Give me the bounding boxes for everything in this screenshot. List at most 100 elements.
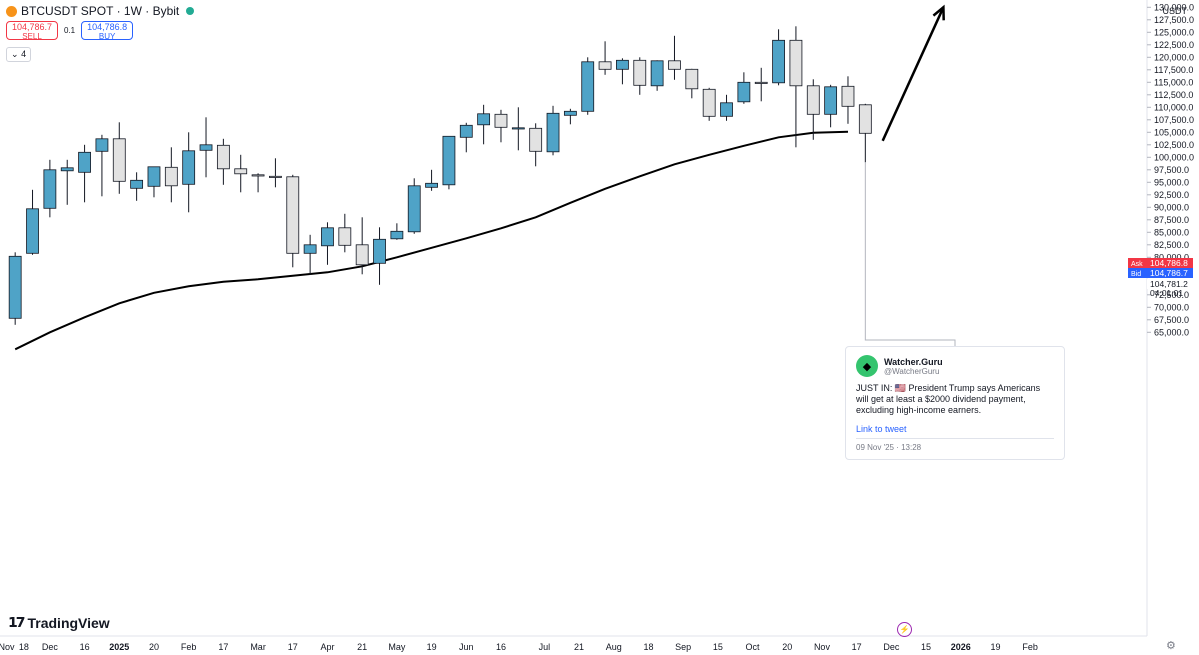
bid-price-value-bg: [1147, 268, 1193, 278]
y-tick-label: 127,500.0: [1154, 15, 1194, 25]
x-tick-label: Jun: [459, 642, 474, 652]
candle-body: [511, 127, 525, 130]
x-tick-label: 17: [852, 642, 862, 652]
y-tick-label: 125,000.0: [1154, 27, 1194, 37]
x-tick-label: May: [388, 642, 406, 652]
candle-body: [529, 127, 543, 152]
x-tick-label: 20: [782, 642, 792, 652]
y-tick-label: 85,000.0: [1154, 227, 1189, 237]
x-tick-label: 18: [643, 642, 653, 652]
y-tick-label: 105,000.0: [1154, 127, 1194, 137]
candle-body: [130, 179, 144, 189]
event-marker-icon[interactable]: ⚡: [897, 622, 912, 637]
candle-body: [720, 102, 733, 117]
sell-price: 104,786.7: [11, 22, 53, 32]
bar-countdown: 04:01:01: [1150, 288, 1183, 298]
candle-body: [494, 113, 508, 128]
y-tick-label: 95,000.0: [1154, 177, 1189, 187]
y-tick-label: 122,500.0: [1154, 40, 1194, 50]
y-tick-label: 112,500.0: [1154, 90, 1193, 100]
buy-button[interactable]: 104,786.8 BUY: [81, 21, 134, 41]
quantity-value[interactable]: 0.1: [64, 26, 76, 35]
sell-button[interactable]: 104,786.7 SELL: [6, 21, 58, 41]
x-tick-label: 17: [218, 642, 228, 652]
y-tick-label: 102,500.0: [1154, 140, 1194, 150]
candle-body: [112, 138, 126, 182]
tradingview-logo[interactable]: 𝟭𝟳 TradingView: [8, 614, 110, 631]
candle-body: [702, 88, 716, 117]
tweet-divider: [856, 438, 1054, 439]
x-tick-label: Dec: [42, 642, 59, 652]
tweet-author-handle: @WatcherGuru: [884, 366, 940, 376]
y-tick-label: 97,500.0: [1154, 165, 1189, 175]
y-tick-label: 65,000.0: [1154, 327, 1189, 337]
indicators-toggle[interactable]: ⌄ 4: [6, 47, 32, 62]
candle-body: [772, 39, 785, 84]
buy-label: BUY: [98, 32, 116, 41]
x-tick-label: Feb: [181, 642, 197, 652]
y-tick-label: 120,000.0: [1154, 52, 1194, 62]
candle-body: [737, 81, 751, 103]
last-price-value-bg: [1147, 279, 1193, 289]
symbol-title: BTCUSDT SPOT · 1W · Bybit: [21, 4, 180, 18]
x-tick-label: Jul: [539, 642, 551, 652]
candle-body: [78, 151, 91, 173]
symbol-header[interactable]: BTCUSDT SPOT · 1W · Bybit: [6, 4, 195, 18]
candle-body: [234, 168, 248, 175]
x-tick-label: Mar: [250, 642, 266, 652]
candle-body: [754, 81, 768, 84]
x-tick-label: Apr: [320, 642, 334, 652]
x-tick-label: 15: [713, 642, 723, 652]
x-tick-label: 21: [574, 642, 584, 652]
candle-body: [8, 255, 22, 319]
x-tick-label: 19: [427, 642, 437, 652]
x-tick-label: 16: [496, 642, 506, 652]
x-tick-label: 21: [357, 642, 367, 652]
candle-body: [858, 104, 872, 134]
candle-body: [650, 60, 664, 87]
y-tick-label: 82,500.0: [1154, 240, 1189, 250]
y-tick-label: 70,000.0: [1154, 302, 1189, 312]
ask-price-tag-bg: [1128, 258, 1147, 268]
x-tick-label: Nov: [814, 642, 831, 652]
candle-body: [355, 244, 369, 266]
avatar: ◆: [856, 355, 878, 377]
y-tick-label: 67,500.0: [1154, 315, 1189, 325]
candle-body: [147, 166, 161, 187]
candle-body: [841, 85, 855, 107]
candle-body: [824, 86, 838, 115]
tweet-card[interactable]: ◆ Watcher.Guru @WatcherGuru JUST IN: 🇺🇸 …: [845, 346, 1065, 460]
trade-panel: 104,786.7 SELL 0.1 104,786.8 BUY: [6, 21, 134, 41]
candle-body: [303, 244, 317, 254]
x-tick-label: 2025: [109, 642, 129, 652]
x-tick-label: Dec: [883, 642, 900, 652]
candle-body: [269, 175, 282, 178]
x-tick-label: 15: [921, 642, 931, 652]
y-tick-label: 87,500.0: [1154, 215, 1189, 225]
bid-price-tag-bg: [1128, 268, 1147, 278]
candle-body: [60, 167, 74, 172]
candle-body: [425, 182, 438, 188]
indicator-count: 4: [21, 49, 27, 59]
tweet-link[interactable]: Link to tweet: [856, 424, 907, 434]
tweet-author-name: Watcher.Guru: [884, 356, 943, 367]
last-price-value: 104,781.2: [1150, 279, 1188, 289]
currency-label[interactable]: USDT: [1162, 6, 1188, 16]
x-tick-label: 16: [80, 642, 90, 652]
x-tick-label: 20: [149, 642, 159, 652]
candle-body: [95, 138, 109, 152]
x-tick-label: 19: [990, 642, 1000, 652]
x-tick-label: 17: [288, 642, 298, 652]
x-tick-label: Aug: [606, 642, 622, 652]
candle-body: [616, 59, 629, 70]
tweet-text: JUST IN: 🇺🇸 President Trump says America…: [856, 383, 1041, 415]
gear-icon[interactable]: ⚙: [1166, 640, 1176, 652]
ask-price-value-bg: [1147, 258, 1193, 268]
candle-body: [199, 144, 213, 151]
candle-body: [668, 60, 681, 70]
candle-body: [164, 166, 178, 187]
y-tick-label: 100,000.0: [1154, 152, 1194, 162]
chevron-down-icon: ⌄: [11, 49, 19, 59]
x-tick-label: 18: [19, 642, 29, 652]
